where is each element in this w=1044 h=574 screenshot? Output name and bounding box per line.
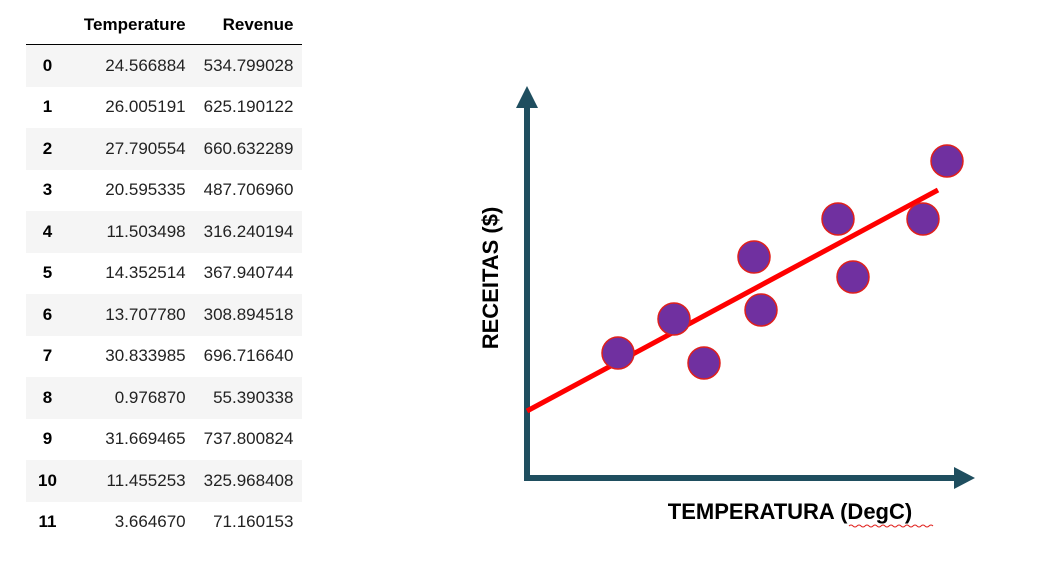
revenue-cell: 696.716640 — [203, 346, 294, 366]
data-point — [687, 346, 721, 380]
row-index: 11 — [38, 512, 57, 532]
revenue-cell: 55.390338 — [213, 387, 294, 407]
table-row: 7 30.833985 696.716640 — [26, 336, 302, 378]
row-index: 7 — [42, 346, 53, 366]
revenue-cell: 487.706960 — [203, 180, 294, 200]
row-index: 4 — [42, 221, 53, 241]
temperature-cell: 26.005191 — [105, 97, 186, 117]
data-points — [601, 144, 964, 380]
row-index: 0 — [42, 55, 53, 75]
table-row: 4 11.503498 316.240194 — [26, 211, 303, 253]
y-axis-arrowhead — [516, 86, 538, 108]
row-index: 2 — [42, 138, 53, 158]
x-axis-arrowhead — [954, 467, 975, 489]
temperature-cell: 24.566884 — [105, 55, 186, 75]
table-row: 5 14.352514 367.940744 — [26, 253, 302, 295]
table-row: 2 27.790554 660.632289 — [26, 128, 303, 170]
revenue-cell: 660.632289 — [203, 138, 294, 158]
temperature-cell: 0.976870 — [114, 387, 186, 407]
revenue-cell: 308.894518 — [203, 304, 294, 324]
temperature-cell: 11.455253 — [106, 470, 186, 490]
revenue-cell: 367.940744 — [203, 263, 294, 283]
row-index: 8 — [42, 387, 53, 407]
y-axis — [516, 86, 538, 480]
table-header-row: Temperature Revenue — [26, 6, 303, 45]
data-point — [906, 202, 940, 236]
data-point — [737, 240, 771, 274]
revenue-cell: 316.240194 — [203, 221, 294, 241]
table-row: 1 26.005191 625.190122 — [26, 87, 302, 129]
row-index: 6 — [42, 304, 53, 324]
table-row: 3 20.595335 487.706960 — [26, 170, 302, 212]
table-row: 9 31.669465 737.800824 — [26, 419, 302, 461]
spellcheck-underline — [848, 524, 934, 528]
revenue-cell: 625.190122 — [203, 97, 294, 117]
table-row: 11 3.664670 71.160153 — [26, 502, 302, 544]
table-row: 0 24.566884 534.799028 — [26, 44, 303, 87]
temperature-header: Temperature — [83, 15, 186, 34]
temperature-cell: 11.503498 — [106, 221, 186, 241]
data-point — [657, 302, 691, 336]
table-row: 10 11.455253 325.968408 — [26, 460, 303, 502]
row-index: 5 — [42, 263, 53, 283]
temperature-cell: 3.664670 — [114, 512, 186, 532]
row-index: 1 — [42, 97, 53, 117]
x-axis-label: TEMPERATURA (DegC) — [668, 499, 912, 524]
row-index: 3 — [42, 180, 53, 200]
temperature-cell: 31.669465 — [105, 429, 186, 449]
table-row: 6 13.707780 308.894518 — [26, 294, 303, 336]
data-point — [836, 260, 870, 294]
y-axis-label: RECEITAS ($) — [478, 207, 503, 350]
dataframe-table: Temperature Revenue 0 24.566884 534.799028… — [26, 6, 303, 544]
data-point — [744, 293, 778, 327]
revenue-cell: 534.799028 — [203, 55, 294, 75]
revenue-cell: 737.800824 — [203, 429, 294, 449]
data-point — [601, 336, 635, 370]
data-point — [821, 202, 855, 236]
data-point — [930, 144, 964, 178]
revenue-cell: 325.968408 — [203, 470, 294, 490]
table-row: 8 0.976870 55.390338 — [26, 377, 303, 419]
temperature-cell: 13.707780 — [105, 304, 186, 324]
revenue-cell: 71.160153 — [213, 512, 294, 532]
x-axis — [524, 467, 975, 489]
temperature-cell: 30.833985 — [105, 346, 186, 366]
row-index: 9 — [42, 429, 53, 449]
row-index: 10 — [38, 470, 57, 490]
temperature-cell: 14.352514 — [105, 263, 186, 283]
trend-line — [525, 187, 940, 414]
revenue-header: Revenue — [222, 15, 294, 34]
temperature-cell: 20.595335 — [105, 180, 186, 200]
temperature-cell: 27.790554 — [105, 138, 186, 158]
